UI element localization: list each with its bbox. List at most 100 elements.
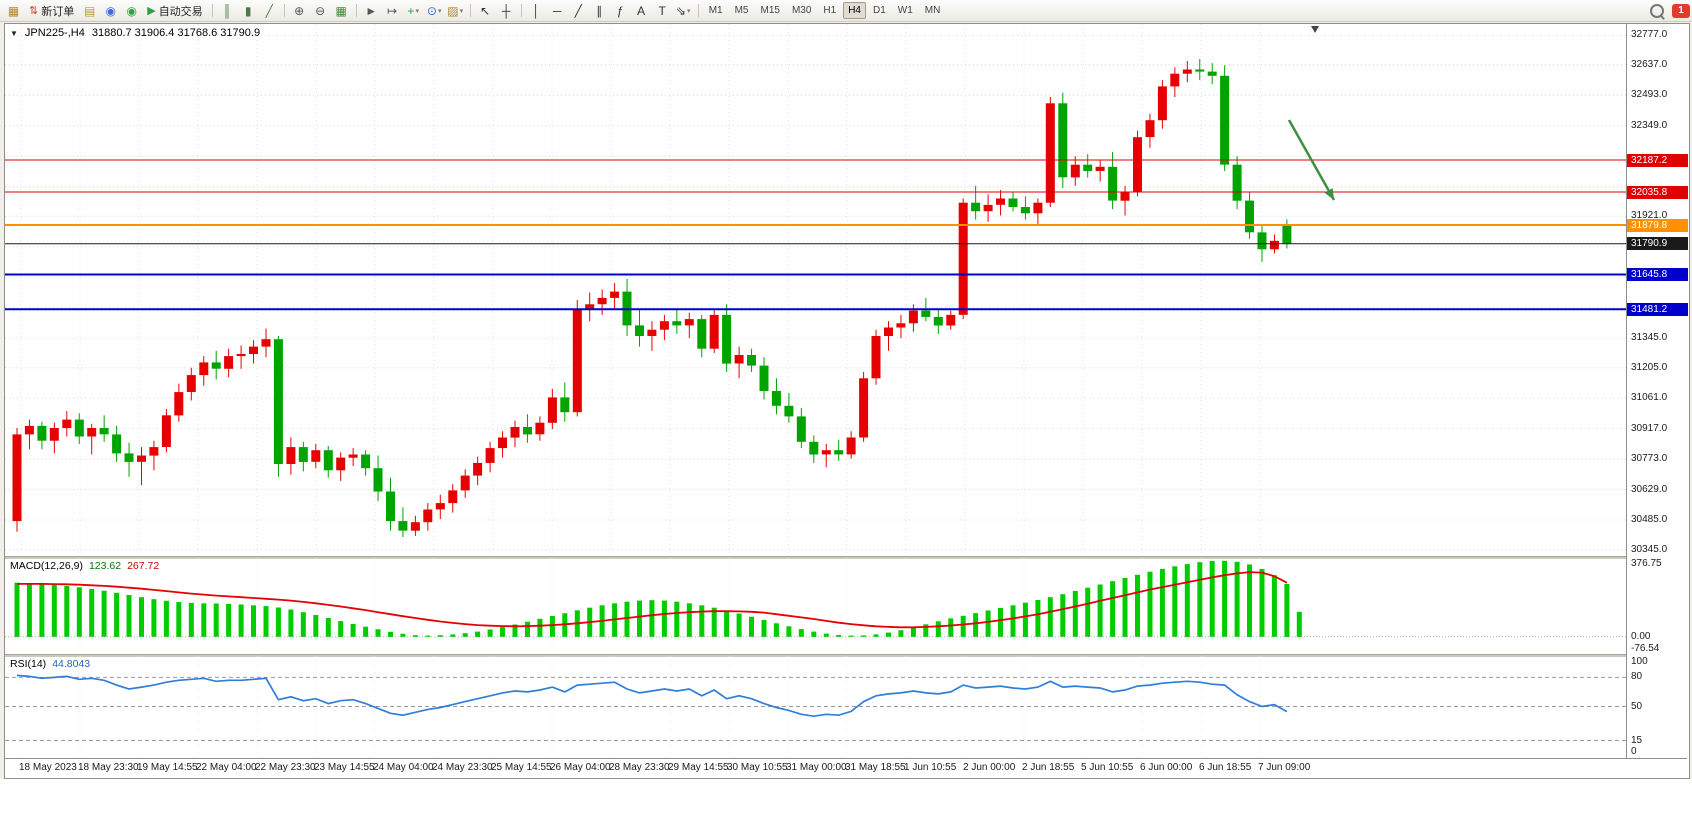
candle [659,314,669,341]
arrows-tool-icon[interactable]: ⇘ ▾ [674,2,693,19]
zoom-out-icon[interactable]: ⊖ [311,2,330,19]
candle [1108,152,1118,210]
line-chart-mode-icon[interactable]: ╱ [260,2,279,19]
toolbar-separator [697,4,699,17]
indicators-list-icon[interactable]: + ▾ [404,2,423,19]
candle [161,409,171,453]
periods-icon[interactable]: ⊙ ▾ [425,2,444,19]
macd-bar [188,602,194,637]
timeframe-H4[interactable]: H4 [843,2,866,19]
macd-bar [176,602,182,637]
timeframe-W1[interactable]: W1 [897,5,913,16]
candle [99,415,109,442]
text-tool-icon[interactable]: A [632,2,651,19]
candle [485,441,495,473]
vertical-line-tool-icon: │ [532,3,540,18]
macd-bar [338,621,344,637]
price-chart-panel[interactable]: ▼ JPN225-,H4 31880.7 31906.4 31768.6 317… [5,24,1626,556]
candle [809,435,819,463]
candle [1095,160,1105,182]
timeframe-M5[interactable]: M5 [734,5,749,16]
chart-shift-icon[interactable]: ↦ [383,2,402,19]
macd-bar [1085,587,1091,637]
time-axis[interactable]: 18 May 2023 18 May 23:30 19 May 14:55 22 Ma… [5,758,1687,778]
time-label: 2 Jun 00:00 [963,762,1016,773]
candle [933,308,943,334]
candle [1083,154,1093,178]
candle [871,329,881,385]
candlestick-mode-icon[interactable]: ▮ [239,2,258,19]
zoom-in-icon[interactable]: ⊕ [290,2,309,19]
chart-shift-icon: ↦ [387,3,398,18]
splitter-macd-rsi[interactable] [5,654,1687,657]
arrow-annotation[interactable] [1287,119,1336,201]
timeframe-M30[interactable]: M30 [791,5,812,16]
tile-windows-icon[interactable]: ▦ [332,2,351,19]
macd-bar [39,583,45,637]
trendline-tool-icon[interactable]: ╱ [569,2,588,19]
candle [448,484,458,513]
time-label: 31 May 00:00 [786,762,847,773]
market-watch-icon[interactable]: ◉ [101,2,120,19]
candle [983,194,993,222]
arrows-tool-dropdown-icon: ▾ [686,7,691,15]
horizontal-line-tool-icon[interactable]: ─ [548,2,567,19]
timeframe-D1[interactable]: D1 [873,5,886,16]
bar-chart-mode-icon[interactable]: ║ [218,2,237,19]
notification-badge[interactable]: 1 [1672,3,1690,18]
channel-tool-icon[interactable]: ∥ [590,2,609,19]
candle [273,336,283,477]
macd-panel[interactable]: MACD(12,26,9) 123.62 267.72 [5,558,1626,654]
candle [37,421,47,450]
macd-bar [313,615,319,637]
auto-scroll-icon[interactable]: ► [362,2,381,19]
cursor-icon: ↖ [480,3,491,18]
time-label: 7 Jun 09:00 [1258,762,1311,773]
time-label: 28 May 23:30 [609,762,670,773]
time-label: 19 May 14:55 [137,762,198,773]
price-axis[interactable]: 32777.0 32637.0 32493.0 32349.0 31921.0 31345… [1626,24,1688,758]
candle [336,452,346,481]
zoom-out-icon: ⊖ [315,3,326,18]
vertical-line-tool-icon[interactable]: │ [527,2,546,19]
candlestick-mode-icon: ▮ [244,3,252,18]
label-tool-icon[interactable]: T [653,2,672,19]
macd-bar [363,626,369,637]
periods-dropdown-icon: ▾ [437,7,442,15]
templates-icon[interactable]: ▨ ▾ [446,2,465,19]
macd-bar [300,612,306,637]
candle [759,357,769,400]
macd-axis-label: 0.00 [1631,630,1651,642]
chart-window: ▼ JPN225-,H4 31880.7 31906.4 31768.6 317… [4,23,1690,779]
candle [1020,196,1030,220]
price-tag: 31645.8 [1627,268,1688,281]
macd-bar [1209,561,1215,637]
time-label: 23 May 14:55 [314,762,375,773]
auto-trading-button[interactable]: ▶ 自动交易 [142,2,207,19]
fibonacci-tool-icon[interactable]: ƒ [611,2,630,19]
new-order-button[interactable]: ⇅ 新订单 [24,2,79,19]
macd-bar [848,635,854,637]
data-window-icon[interactable]: ◉ [122,2,141,19]
macd-bar [475,631,481,637]
macd-bar [213,603,219,637]
chart-shift-marker[interactable] [1311,26,1319,33]
rsi-axis-label: 100 [1631,656,1648,667]
candle [846,431,856,459]
crosshair-icon[interactable]: ┼ [497,2,516,19]
timeframe-M1[interactable]: M1 [708,5,723,16]
timeframe-H1[interactable]: H1 [823,5,837,16]
macd-bar [412,635,418,637]
cursor-icon[interactable]: ↖ [476,2,495,19]
splitter-main-macd[interactable] [5,556,1687,559]
macd-bar [886,632,891,637]
timeframe-MN[interactable]: MN [924,5,941,16]
rsi-panel[interactable]: RSI(14) 44.8043 [5,656,1626,757]
text-tool-icon: A [637,3,646,18]
price-label: 30629.0 [1631,483,1668,495]
new-chart-icon[interactable]: ▦ [4,2,23,19]
search-icon[interactable] [1650,3,1664,18]
timeframe-M15[interactable]: M15 [760,5,780,16]
chart-profiles-icon[interactable]: ▤ [80,2,99,19]
candle [1232,156,1242,210]
